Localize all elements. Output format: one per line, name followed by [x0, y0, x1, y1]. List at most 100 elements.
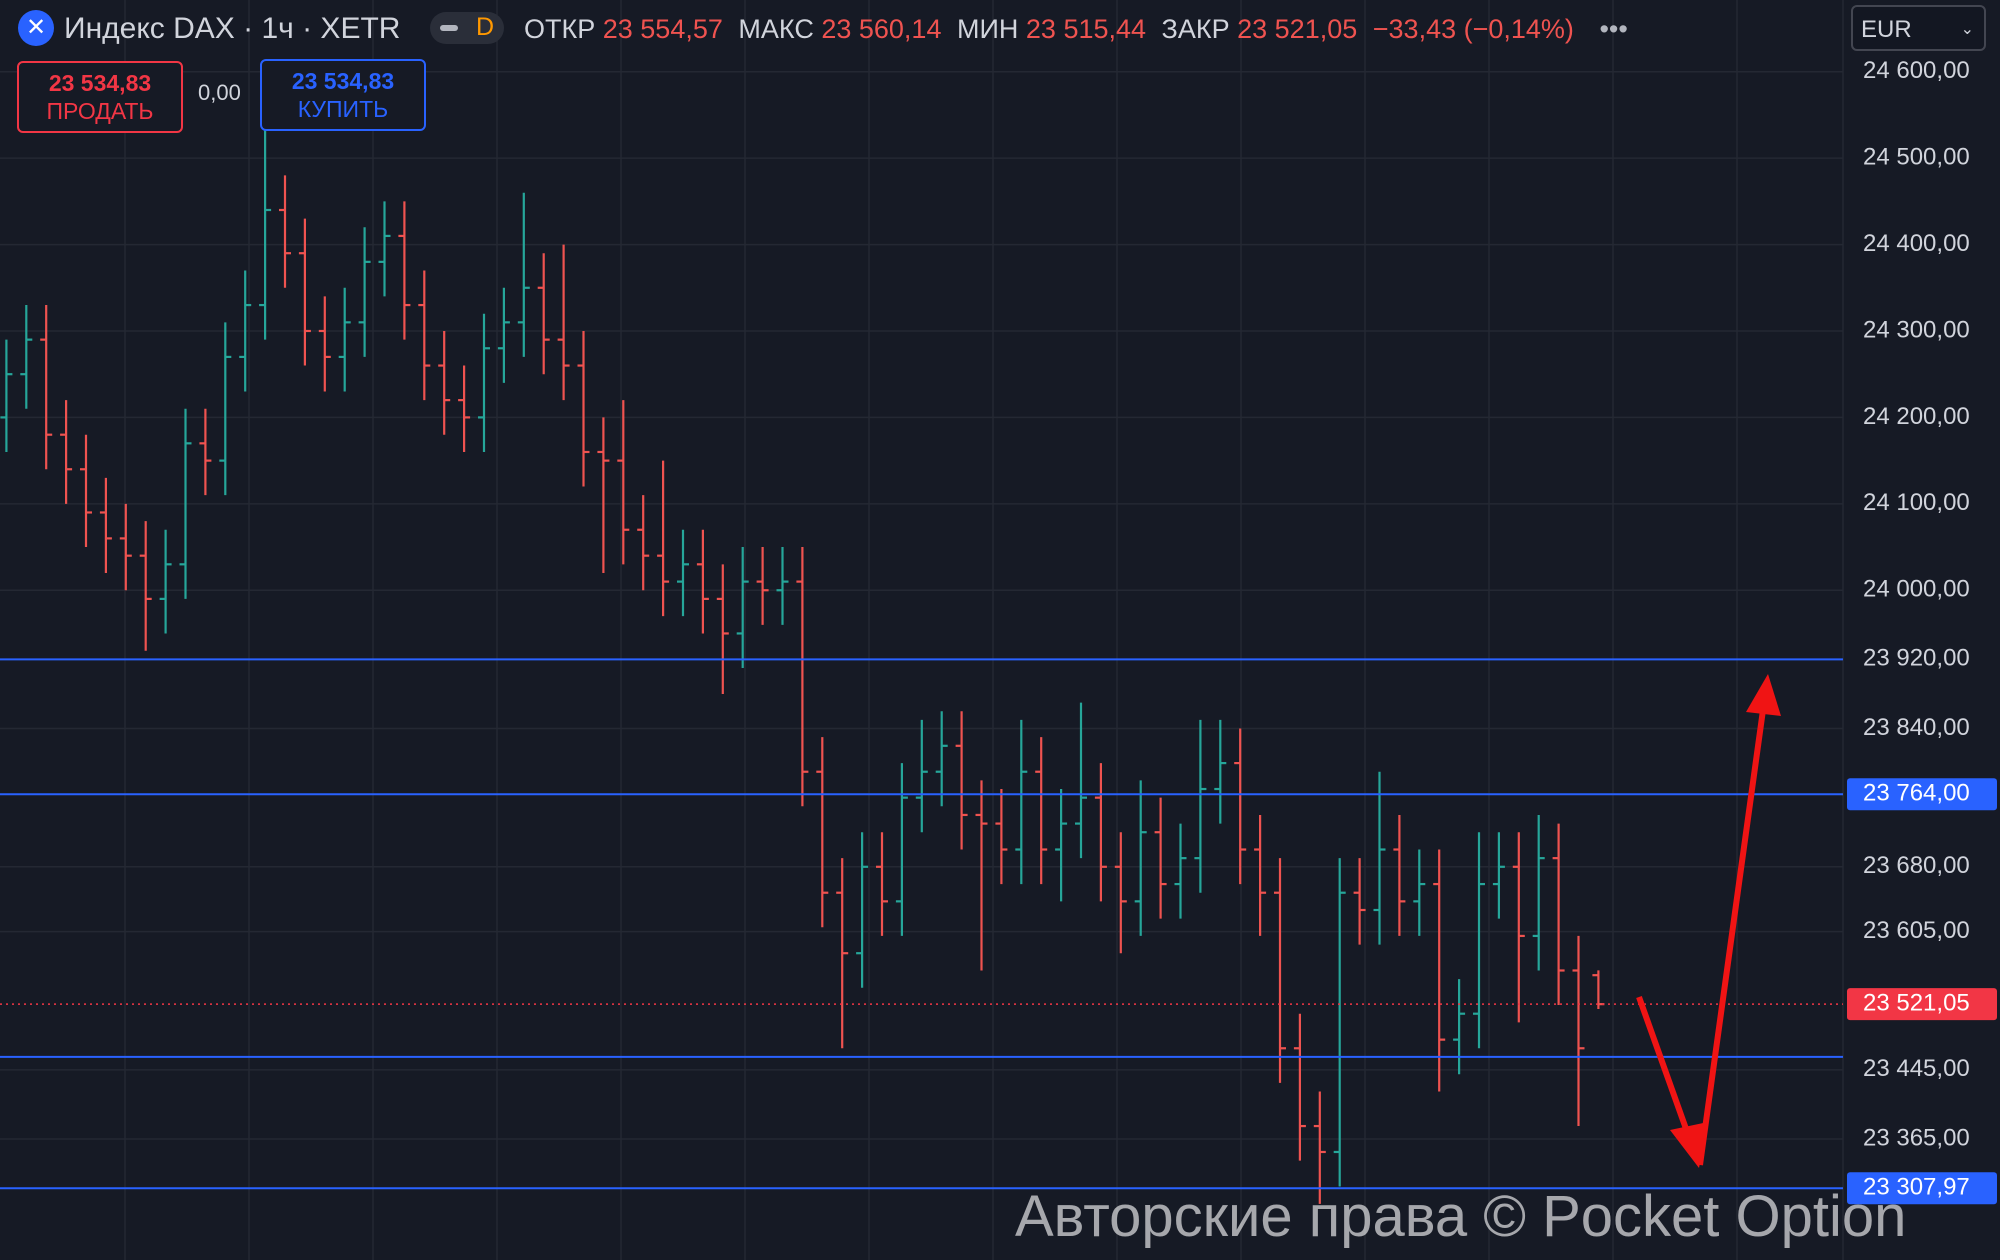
- y-tick-label: 23 680,00: [1863, 852, 1970, 879]
- ohlc-bar: [517, 192, 530, 357]
- ohlc-bar: [279, 175, 291, 288]
- sell-button[interactable]: 23 534,83 ПРОДАТЬ: [17, 61, 183, 133]
- ohlc-bar: [716, 564, 729, 694]
- ohlc-bar: [1274, 858, 1286, 1083]
- ohlc-bar: [1453, 979, 1466, 1075]
- ohlc-bar: [1214, 719, 1227, 824]
- ohlc-bar: [179, 408, 192, 599]
- ohlc-bar: [40, 305, 53, 470]
- price-badge: [1847, 1172, 1997, 1205]
- close-label: ЗАКР: [1161, 14, 1230, 44]
- ohlc-bar: [1194, 719, 1207, 893]
- y-tick-label: 24 300,00: [1863, 316, 1970, 343]
- ohlc-bar: [219, 322, 232, 496]
- ohlc-bar: [1592, 970, 1605, 1010]
- ohlc-bar: [816, 737, 829, 928]
- arrow-head: [1746, 674, 1781, 716]
- ohlc-bar: [915, 719, 928, 833]
- ohlc-bar: [1473, 832, 1485, 1049]
- ohlc-bar: [497, 287, 510, 383]
- low-label: МИН: [956, 14, 1019, 44]
- ohlc-bar: [1313, 1091, 1326, 1204]
- ohlc-bar: [935, 711, 948, 807]
- price-badge-label: 23 521,05: [1863, 989, 1970, 1016]
- ohlc-bar: [557, 244, 570, 401]
- ohlc-bar: [398, 201, 411, 340]
- ohlc-bar: [736, 547, 749, 669]
- ohlc-bar: [159, 529, 172, 634]
- price-axis-panel: [1843, 0, 2000, 1260]
- spread: 0,00: [198, 80, 241, 105]
- ohlc-bar: [1015, 719, 1028, 885]
- ohlc-bar: [975, 780, 988, 971]
- currency-select[interactable]: EUR ⌄: [1851, 5, 1986, 51]
- y-tick-label: 23 605,00: [1863, 917, 1970, 944]
- ohlc-bar: [876, 832, 888, 936]
- ohlc-bar: [1094, 763, 1107, 902]
- ohlc-bar: [1293, 1013, 1306, 1161]
- ohlc-bar: [1234, 728, 1247, 885]
- change-value: −33,43 (−0,14%): [1372, 14, 1574, 44]
- buy-button[interactable]: 23 534,83 КУПИТЬ: [260, 59, 426, 131]
- ohlc-bar: [139, 521, 152, 651]
- ohlc-bar: [696, 529, 709, 634]
- price-badge: [1847, 778, 1997, 811]
- ohlc-bar: [756, 547, 769, 625]
- ohlc-bar: [239, 270, 252, 392]
- ohlc-bar: [199, 408, 212, 496]
- sell-price: 23 534,83: [48, 70, 152, 96]
- price-badge-label: 23 307,97: [1863, 1174, 1970, 1201]
- ohlc-bar: [80, 434, 92, 548]
- ohlc-bar: [1174, 823, 1187, 919]
- ohlc-bar: [99, 477, 112, 573]
- ohlc-bar: [318, 296, 331, 392]
- ohlc-bar: [378, 201, 391, 297]
- ohlc-bar: [677, 529, 689, 617]
- y-tick-label: 23 840,00: [1863, 714, 1970, 741]
- plot: [0, 0, 1843, 1260]
- y-tick-label: 24 000,00: [1863, 576, 1970, 603]
- ohlc-bar: [657, 460, 670, 617]
- ohlc-bar: [776, 547, 789, 625]
- ohlc-bar: [338, 287, 351, 392]
- ohlc-bar: [537, 253, 550, 375]
- ohlc-bar: [478, 313, 490, 452]
- symbol-title[interactable]: Индекс DAX · 1ч · XETR: [64, 12, 401, 45]
- ohlc-bar: [1512, 832, 1525, 1023]
- ohlc-bar: [358, 227, 371, 357]
- ohlc-bar: [1154, 797, 1167, 919]
- high-label: МАКС: [738, 14, 814, 44]
- watermark: Авторские права © Pocket Option: [1015, 1184, 1907, 1249]
- ohlc-bar: [955, 711, 968, 850]
- ohlc-bar: [259, 123, 272, 340]
- ohlc-bar: [1373, 771, 1386, 945]
- ohlc-bar: [1075, 702, 1087, 859]
- y-tick-label: 24 400,00: [1863, 230, 1970, 257]
- sell-label: ПРОДАТЬ: [46, 98, 154, 124]
- more-menu[interactable]: •••: [1599, 14, 1628, 44]
- currency-label: EUR: [1861, 16, 1912, 43]
- ohlc-bar: [60, 400, 73, 504]
- buy-price: 23 534,83: [291, 68, 395, 94]
- ohlc-bar: [1572, 935, 1585, 1127]
- ohlc-bar: [1413, 849, 1426, 936]
- ohlc-bar: [0, 339, 13, 452]
- ohlc-bar: [1532, 814, 1545, 971]
- ohlc-bar: [597, 417, 610, 573]
- y-tick-label: 23 445,00: [1863, 1055, 1970, 1082]
- y-tick-label: 24 100,00: [1863, 489, 1970, 516]
- ohlc-bar: [1035, 737, 1048, 885]
- ohlc-bar: [995, 789, 1008, 885]
- ohlc-bar: [895, 763, 908, 936]
- status-badge: D: [476, 13, 495, 41]
- low-value: 23 515,44: [1025, 14, 1147, 44]
- ohlc-bar: [1134, 780, 1147, 936]
- status-pill: D: [430, 12, 504, 44]
- price-badge: [1847, 988, 1997, 1021]
- ohlc-bar: [418, 270, 431, 401]
- price-badge-label: 23 764,00: [1863, 780, 1970, 807]
- y-tick-label: 24 600,00: [1863, 57, 1970, 84]
- ohlc-bar: [856, 832, 869, 988]
